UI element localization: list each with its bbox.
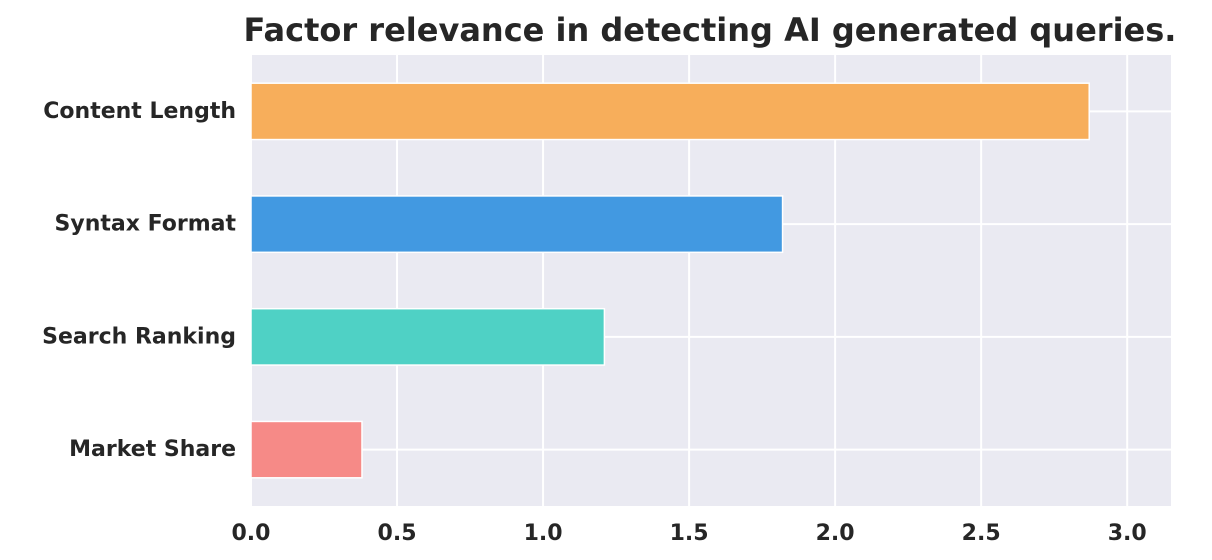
y-tick-label: Search Ranking [42,324,236,349]
bars [250,82,1090,479]
bar-search-ranking [250,307,606,366]
x-tick-label: 0.5 [378,521,417,546]
y-tick-label: Market Share [69,437,236,462]
bar-syntax-format [250,195,784,254]
y-tick-label: Content Length [43,99,236,124]
bar-content-length [250,82,1090,141]
chart-title: Factor relevance in detecting AI generat… [244,11,1177,49]
y-tick-label: Syntax Format [55,212,237,237]
x-tick-label: 0.0 [232,521,271,546]
x-tick-label: 2.0 [816,521,855,546]
x-axis-tick-labels: 0.0 0.5 1.0 1.5 2.0 2.5 3.0 [232,521,1147,546]
bar-market-share [250,420,363,479]
x-tick-label: 1.5 [670,521,709,546]
x-tick-label: 3.0 [1108,521,1147,546]
x-tick-label: 2.5 [962,521,1001,546]
x-tick-label: 1.0 [524,521,563,546]
y-axis-tick-labels: Content Length Syntax Format Search Rankin… [42,99,236,462]
